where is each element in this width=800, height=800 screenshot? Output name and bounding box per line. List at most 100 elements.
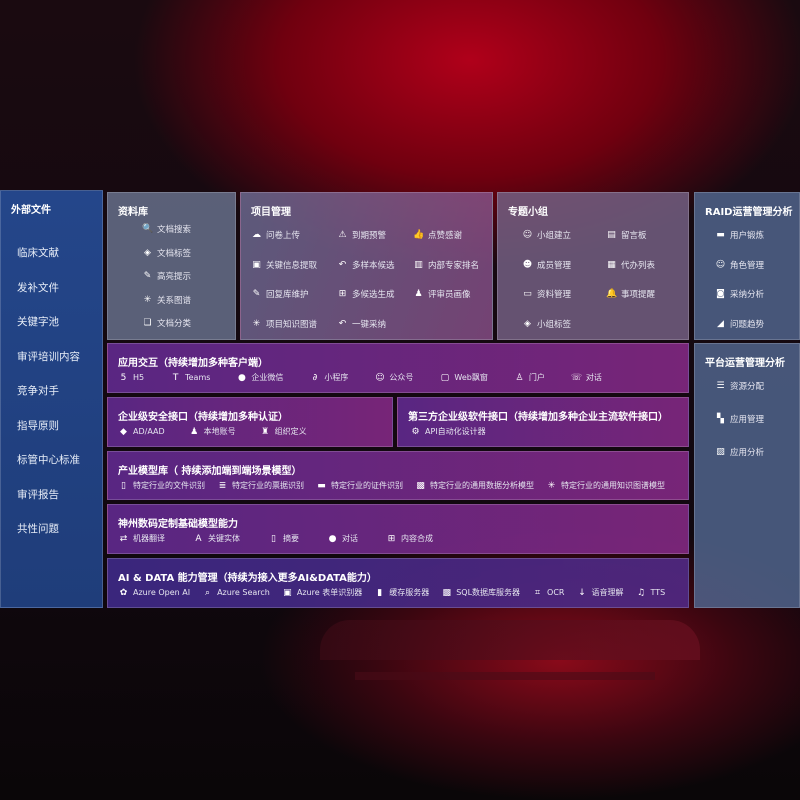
external-file-item[interactable]: 临床文献 xyxy=(17,247,59,259)
feature-item[interactable]: A 关键实体 xyxy=(193,533,240,544)
feature-item[interactable]: ☺ 公众号 xyxy=(374,372,413,383)
external-file-item[interactable]: 关键字池 xyxy=(17,316,59,328)
feature-item[interactable]: ☁ 问卷上传 xyxy=(251,229,300,241)
feature-item[interactable]: ▬ 用户锻炼 xyxy=(715,229,764,241)
feature-item[interactable]: 🔔 事项提醒 xyxy=(606,288,655,300)
feature-label: 组织定义 xyxy=(274,427,307,436)
feature-item[interactable]: ◢ 问题趋势 xyxy=(715,318,764,330)
feature-item[interactable]: ☏ 对话 xyxy=(571,372,602,383)
feature-item[interactable]: ☻ 成员管理 xyxy=(522,259,571,271)
feature-item[interactable]: ✳ 关系图谱 xyxy=(142,294,191,306)
platform-panel: 平台运营管理分析 ☰ 资源分配 ▚ 应用管理 ▨ 应用分析 xyxy=(694,343,800,608)
feature-item[interactable]: ∂ 小程序 xyxy=(309,372,349,383)
external-file-item[interactable]: 指导原则 xyxy=(17,419,59,432)
feature-label: OCR xyxy=(547,588,565,597)
feature-item[interactable]: ▩ 特定行业的通用数据分析模型 xyxy=(415,480,534,491)
feature-label: 文档标签 xyxy=(157,248,192,259)
feature-item[interactable]: ☰ 资源分配 xyxy=(715,380,764,392)
feature-item[interactable]: ≣ 特定行业的票据识别 xyxy=(217,480,304,491)
feature-item[interactable]: 👍 点赞感谢 xyxy=(413,229,462,241)
thirdparty-panel: 第三方企业级软件接口（持续增加多种企业主流软件接口） ⚙ API自动化设计器 xyxy=(397,397,689,447)
feature-label: 角色管理 xyxy=(730,260,765,271)
feature-item[interactable]: ▦ 代办列表 xyxy=(606,259,655,271)
feature-label: 评审员画像 xyxy=(428,290,471,300)
feature-item[interactable]: ⌕ Azure Search xyxy=(202,587,270,598)
feature-item[interactable]: ▯ 特定行业的文件识别 xyxy=(118,480,205,491)
feature-item[interactable]: ▯ 摘要 xyxy=(268,533,299,544)
feature-item[interactable]: ▣ 关键信息提取 xyxy=(251,259,317,271)
feature-item[interactable]: ⊞ 内容合成 xyxy=(386,533,433,544)
feature-item[interactable]: ↶ 多样本候选 xyxy=(337,259,395,271)
feature-item[interactable]: ▮ 缓存服务器 xyxy=(374,587,429,598)
feature-item[interactable]: ▭ 资料管理 xyxy=(522,288,571,300)
feature-item[interactable]: ▢ Web飘窗 xyxy=(439,372,488,383)
feature-label: 项目知识图谱 xyxy=(266,319,318,330)
panel-title: 企业级安全接口（持续增加多种认证） xyxy=(118,412,288,423)
external-file-item[interactable]: 审评报告 xyxy=(17,488,59,501)
feature-label: 小程序 xyxy=(324,373,349,382)
feature-item[interactable]: ▨ 应用分析 xyxy=(715,446,764,458)
external-file-item[interactable]: 发补文件 xyxy=(17,281,59,294)
feature-item[interactable]: ✿ Azure Open AI xyxy=(118,587,190,598)
list-icon: ☰ xyxy=(716,381,725,391)
feature-item[interactable]: ❏ 文档分类 xyxy=(142,317,191,329)
feature-item[interactable]: ⚙ API自动化设计器 xyxy=(410,426,485,437)
feature-label: 资源分配 xyxy=(730,382,765,392)
feature-label: 特定行业的通用知识图谱模型 xyxy=(561,481,665,490)
feature-item[interactable]: ☺ 小组建立 xyxy=(522,229,571,241)
users-icon: ☺ xyxy=(375,372,385,383)
feature-label: 多样本候选 xyxy=(352,260,395,271)
external-file-item[interactable]: 标管中心标准 xyxy=(17,454,80,466)
feature-item[interactable]: ⊞ 多候选生成 xyxy=(337,288,395,300)
external-file-item[interactable]: 竞争对手 xyxy=(17,385,59,397)
feature-item[interactable]: ♟ 评审员画像 xyxy=(413,288,471,300)
feature-item[interactable]: ▣ Azure 表单识别器 xyxy=(282,587,362,598)
panel-title: 资料库 xyxy=(118,207,148,218)
feature-label: 内容合成 xyxy=(401,534,433,543)
feature-item[interactable]: ● 对话 xyxy=(327,533,358,544)
feature-item[interactable]: ♜ 组织定义 xyxy=(260,426,307,437)
feature-item[interactable]: ◈ 文档标签 xyxy=(142,247,191,259)
external-file-item[interactable]: 审评培训内容 xyxy=(17,350,80,363)
feature-item[interactable]: ✳ 特定行业的通用知识图谱模型 xyxy=(546,480,665,491)
panel-title: 产业模型库（ 持续添加端到端场景模型） xyxy=(118,466,302,477)
feature-label: Azure Open AI xyxy=(133,588,191,597)
extract-icon: ▣ xyxy=(252,259,261,270)
feature-item[interactable]: ◙ 采纳分析 xyxy=(715,288,764,300)
feature-item[interactable]: ♙ 门户 xyxy=(514,372,545,383)
feature-item[interactable]: ⌗ OCR xyxy=(532,587,565,598)
feature-item[interactable]: 5 H5 xyxy=(118,372,144,383)
feature-item[interactable]: ▥ 内部专家排名 xyxy=(413,259,479,271)
feature-item[interactable]: ◈ 小组标签 xyxy=(522,318,571,330)
feature-item[interactable]: ✳ 项目知识图谱 xyxy=(251,318,317,330)
group-panel: 专题小组 ☺ 小组建立 ▤ 留言板 ☻ 成员管理 ▦ 代办列表 ▭ 资料管理 🔔 事项提醒 ◈ 小组标签 xyxy=(497,192,689,340)
feature-row: ✿ Azure Open AI ⌕ Azure Search ▣ Azure 表单识别器 ▮… xyxy=(118,587,677,598)
reply-icon: ↶ xyxy=(338,259,347,270)
feature-item[interactable]: ● 企业微信 xyxy=(236,372,283,383)
feature-item[interactable]: ▬ 特定行业的证件识别 xyxy=(316,480,403,491)
feature-item[interactable]: ↶ 一键采纳 xyxy=(337,318,386,330)
miniprogram-icon: ∂ xyxy=(312,372,318,383)
feature-item[interactable]: ▩ SQL数据库服务器 xyxy=(441,587,520,598)
wechat-icon: ● xyxy=(237,372,246,383)
panel-title: 专题小组 xyxy=(508,207,548,218)
feature-item[interactable]: ♟ 本地账号 xyxy=(189,426,236,437)
feature-item[interactable]: ◆ AD/AAD xyxy=(118,426,165,437)
feature-item[interactable]: ⇄ 机器翻译 xyxy=(118,533,165,544)
feature-item[interactable]: ↓ 语音理解 xyxy=(577,587,623,598)
feature-item[interactable]: ☺ 角色管理 xyxy=(715,259,764,271)
feature-label: 文档搜索 xyxy=(157,225,192,235)
external-file-item[interactable]: 共性问题 xyxy=(17,523,59,535)
feature-item[interactable]: ✎ 高亮提示 xyxy=(142,270,191,282)
feature-item[interactable]: ▤ 留言板 xyxy=(606,229,646,241)
feature-item[interactable]: T Teams xyxy=(170,372,211,383)
feature-item[interactable]: ♫ TTS xyxy=(636,587,665,598)
feature-item[interactable]: ▚ 应用管理 xyxy=(715,413,764,425)
feature-item[interactable]: ⚠ 到期预警 xyxy=(337,229,386,241)
alarm-icon: ⚠ xyxy=(338,230,347,240)
feature-item[interactable]: ✎ 回复库维护 xyxy=(251,288,309,300)
decorative-shape xyxy=(355,672,655,680)
puzzle-icon: ⊞ xyxy=(338,289,347,299)
feature-label: Web飘窗 xyxy=(454,373,488,382)
feature-item[interactable]: 🔍 文档搜索 xyxy=(142,223,191,235)
